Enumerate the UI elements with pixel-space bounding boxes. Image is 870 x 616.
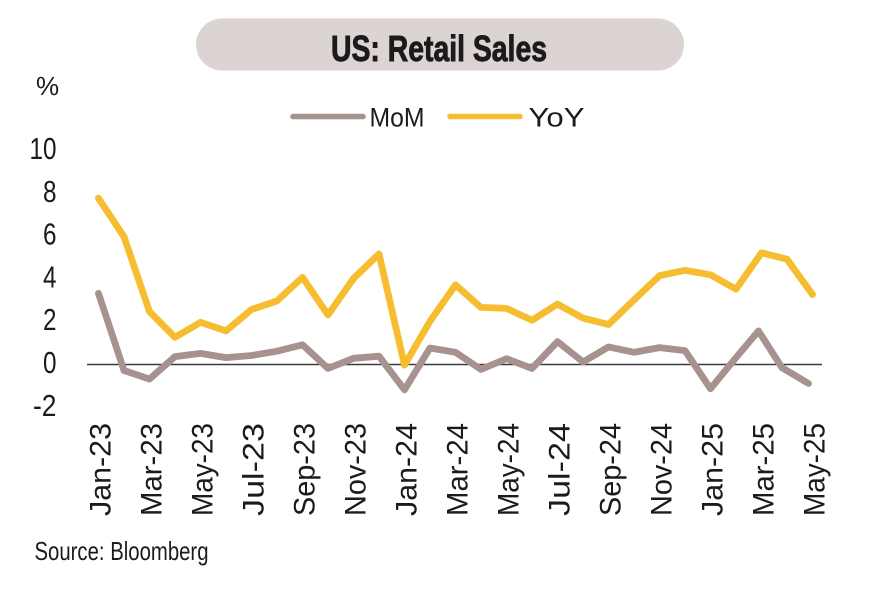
- svg-text:Nov-24: Nov-24: [646, 423, 679, 516]
- svg-text:Mar-23: Mar-23: [136, 423, 169, 516]
- svg-text:Jan-23: Jan-23: [85, 423, 118, 516]
- svg-text:6: 6: [43, 217, 57, 252]
- svg-text:%: %: [36, 71, 59, 101]
- svg-text:Sep-24: Sep-24: [595, 423, 628, 516]
- svg-text:10: 10: [30, 131, 57, 166]
- svg-text:8: 8: [43, 174, 57, 209]
- svg-text:Jan-25: Jan-25: [697, 423, 730, 516]
- svg-text:Jan-24: Jan-24: [391, 423, 424, 516]
- svg-text:-2: -2: [33, 388, 57, 423]
- svg-text:Nov-23: Nov-23: [340, 423, 373, 516]
- svg-text:2: 2: [43, 302, 57, 337]
- svg-text:MoM: MoM: [370, 103, 425, 133]
- svg-text:Jul-24: Jul-24: [544, 423, 577, 516]
- svg-text:Source: Bloomberg: Source: Bloomberg: [35, 536, 209, 566]
- svg-text:Jul-23: Jul-23: [238, 423, 271, 516]
- svg-text:May-23: May-23: [187, 423, 220, 516]
- svg-text:Mar-24: Mar-24: [442, 423, 475, 516]
- svg-text:Mar-25: Mar-25: [748, 423, 781, 516]
- svg-text:Sep-23: Sep-23: [289, 423, 322, 516]
- svg-text:YoY: YoY: [529, 103, 585, 133]
- svg-text:May-24: May-24: [493, 423, 526, 516]
- svg-text:0: 0: [43, 345, 57, 380]
- svg-text:May-25: May-25: [799, 423, 832, 516]
- svg-text:4: 4: [43, 259, 57, 294]
- svg-text:US: Retail Sales: US: Retail Sales: [331, 28, 547, 69]
